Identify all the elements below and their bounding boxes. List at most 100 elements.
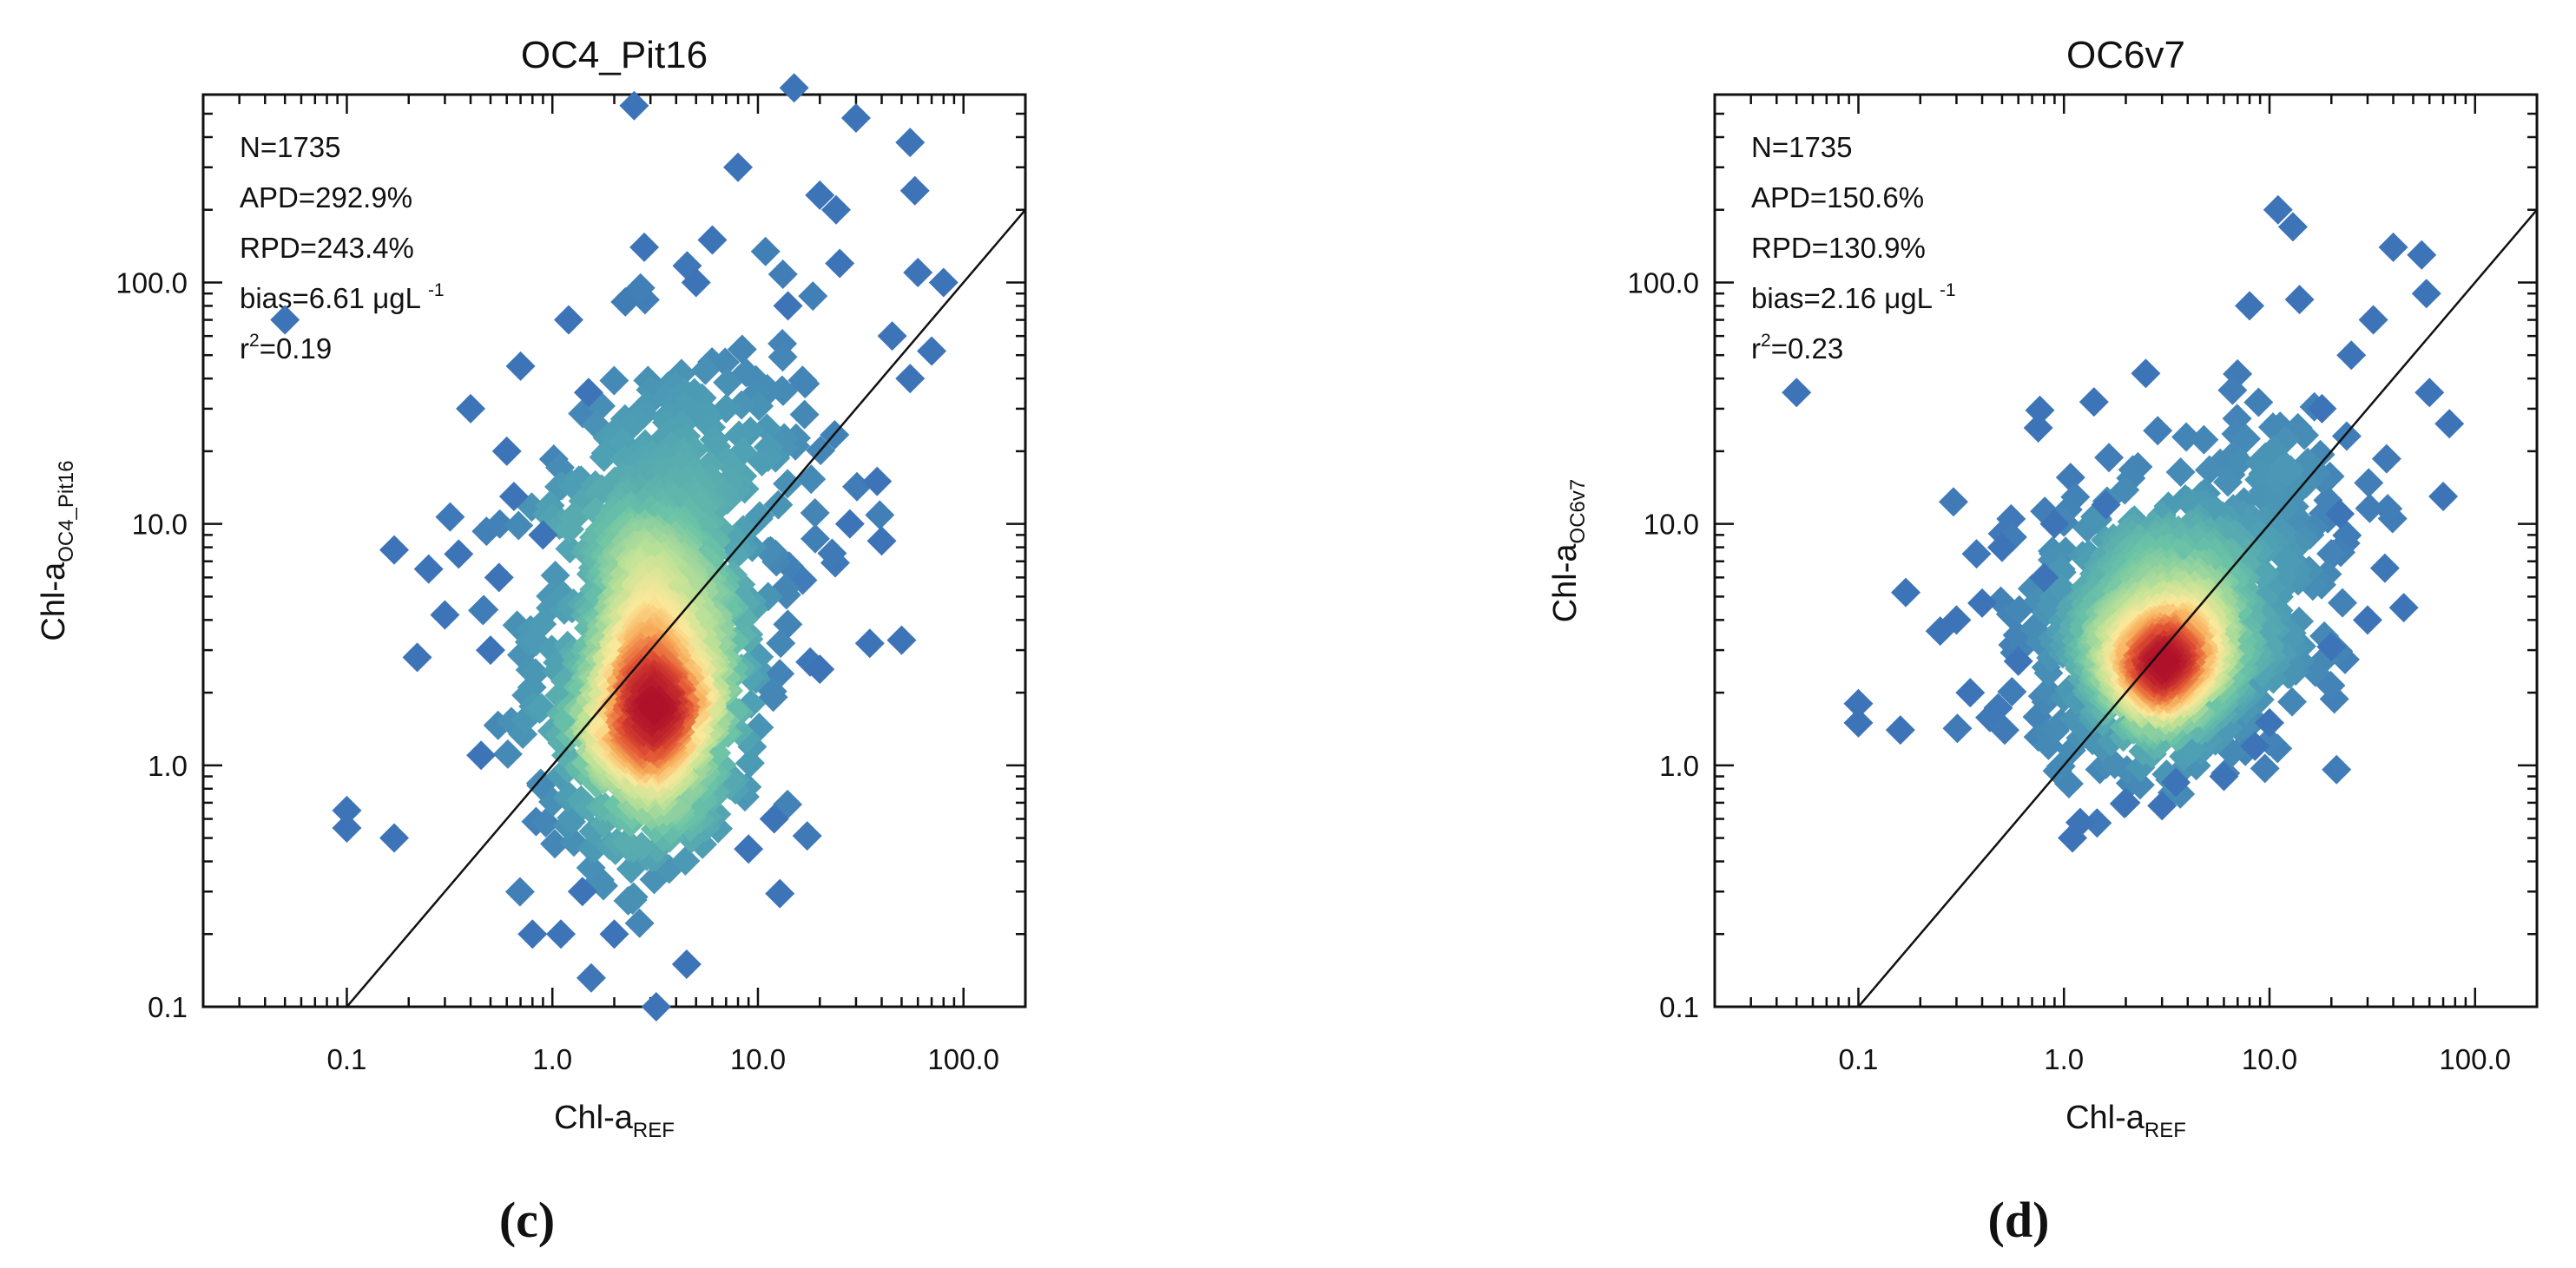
outlier-point bbox=[1941, 605, 1972, 635]
data-point bbox=[2025, 395, 2055, 425]
outlier-point bbox=[2358, 305, 2388, 335]
y-tick-label: 100.0 bbox=[1627, 266, 1699, 299]
outlier-point bbox=[2065, 807, 2095, 838]
stat-r2-value: =0.19 bbox=[260, 332, 333, 365]
outlier-point bbox=[886, 625, 917, 655]
one-to-one-line bbox=[346, 208, 1025, 1007]
outlier-point bbox=[528, 520, 558, 550]
data-point bbox=[842, 471, 873, 502]
data-point bbox=[766, 628, 796, 659]
data-point bbox=[773, 469, 803, 499]
outlier-point bbox=[2029, 562, 2059, 593]
data-point bbox=[492, 739, 523, 769]
data-point bbox=[2055, 463, 2085, 493]
outlier-point bbox=[379, 535, 410, 565]
data-point bbox=[768, 260, 798, 290]
outlier-point bbox=[2336, 340, 2367, 371]
data-point bbox=[671, 421, 702, 451]
data-point bbox=[765, 878, 795, 909]
data-point bbox=[540, 829, 570, 859]
stat-r2-prefix: r bbox=[240, 332, 249, 365]
y-tick-label: 10.0 bbox=[1644, 509, 1699, 541]
data-point bbox=[2217, 375, 2248, 405]
y-axis-label-sub: OC4_Pit16 bbox=[55, 460, 78, 562]
outlier-point bbox=[820, 194, 851, 225]
outlier-point bbox=[2428, 481, 2459, 511]
outlier-point bbox=[599, 919, 629, 949]
y-tick-label: 0.1 bbox=[148, 991, 188, 1023]
data-point bbox=[2143, 416, 2173, 446]
outlier-point bbox=[553, 305, 583, 335]
outlier-point bbox=[2316, 632, 2347, 662]
outlier-point bbox=[866, 526, 897, 556]
outlier-point bbox=[2411, 279, 2441, 309]
outlier-point bbox=[2209, 761, 2239, 792]
data-point bbox=[744, 391, 774, 421]
data-point bbox=[2266, 454, 2296, 484]
chart-title: OC6v7 bbox=[2066, 34, 2185, 76]
outlier-point bbox=[2235, 291, 2265, 321]
y-axis-label-main: Chl-a bbox=[1547, 543, 1584, 623]
data-point bbox=[1983, 693, 2013, 723]
outlier-point bbox=[2277, 212, 2308, 242]
outlier-point bbox=[270, 305, 300, 335]
data-point bbox=[612, 827, 642, 857]
data-point bbox=[2250, 753, 2280, 784]
outlier-point bbox=[413, 554, 444, 584]
outlier-point bbox=[854, 628, 885, 659]
stat-r2-value: =0.23 bbox=[1771, 332, 1844, 365]
y-axis-label: Chl-aOC6v7 bbox=[1547, 479, 1590, 623]
chart-panel-0: 0.10.11.01.010.010.0100.0100.0OC4_Pit16C… bbox=[36, 34, 1027, 1248]
data-point bbox=[2082, 808, 2112, 838]
outlier-point bbox=[1986, 532, 2017, 562]
outlier-point bbox=[2352, 605, 2382, 635]
stat-apd: APD=150.6% bbox=[1751, 181, 1924, 214]
outlier-point bbox=[1955, 678, 1986, 708]
data-point bbox=[735, 748, 765, 779]
data-point bbox=[608, 427, 638, 457]
y-tick-label: 0.1 bbox=[1659, 991, 1699, 1023]
x-tick-label: 1.0 bbox=[2044, 1043, 2084, 1075]
data-point bbox=[792, 821, 822, 851]
data-point bbox=[576, 852, 606, 883]
x-tick-label: 10.0 bbox=[2242, 1043, 2297, 1075]
data-point bbox=[798, 281, 828, 312]
outlier-point bbox=[1843, 688, 1874, 719]
outlier-point bbox=[862, 466, 893, 496]
outlier-point bbox=[1782, 378, 1812, 408]
outlier-point bbox=[517, 919, 548, 949]
stat-rpd: RPD=243.4% bbox=[240, 232, 414, 264]
data-point bbox=[796, 464, 827, 495]
data-point bbox=[469, 595, 499, 625]
outlier-point bbox=[2111, 787, 2141, 818]
data-point bbox=[713, 367, 743, 397]
outlier-point bbox=[805, 180, 835, 210]
outlier-point bbox=[895, 364, 926, 394]
outlier-point bbox=[629, 232, 660, 262]
data-point bbox=[527, 609, 557, 640]
outlier-point bbox=[877, 321, 907, 351]
outlier-point bbox=[805, 654, 835, 685]
x-tick-label: 100.0 bbox=[927, 1043, 999, 1075]
data-point bbox=[768, 342, 798, 372]
stat-r2-prefix: r bbox=[1751, 332, 1761, 365]
outlier-point bbox=[2325, 499, 2355, 529]
panel-caption: (c) bbox=[499, 1192, 555, 1248]
stat-bias-text: bias=2.16 μgL bbox=[1751, 282, 1933, 314]
data-point bbox=[2276, 687, 2307, 717]
outlier-point bbox=[917, 336, 947, 366]
x-axis-label-sub: REF bbox=[633, 1119, 675, 1142]
outlier-point bbox=[573, 378, 603, 408]
stat-r2: r2=0.19 bbox=[240, 331, 332, 365]
chart-panel-1: 0.10.11.01.010.010.0100.0100.0OC6v7Chl-a… bbox=[1547, 34, 2539, 1248]
data-point bbox=[2243, 387, 2274, 417]
outlier-point bbox=[697, 225, 728, 255]
stat-bias-text: bias=6.61 μgL bbox=[240, 282, 421, 314]
stat-bias-exponent: -1 bbox=[428, 280, 445, 300]
outlier-point bbox=[466, 740, 497, 771]
y-tick-label: 1.0 bbox=[1659, 750, 1699, 782]
outlier-point bbox=[2023, 412, 2053, 443]
y-tick-label: 1.0 bbox=[148, 750, 188, 782]
plot-area bbox=[1857, 208, 2537, 1007]
outlier-point bbox=[332, 795, 362, 825]
